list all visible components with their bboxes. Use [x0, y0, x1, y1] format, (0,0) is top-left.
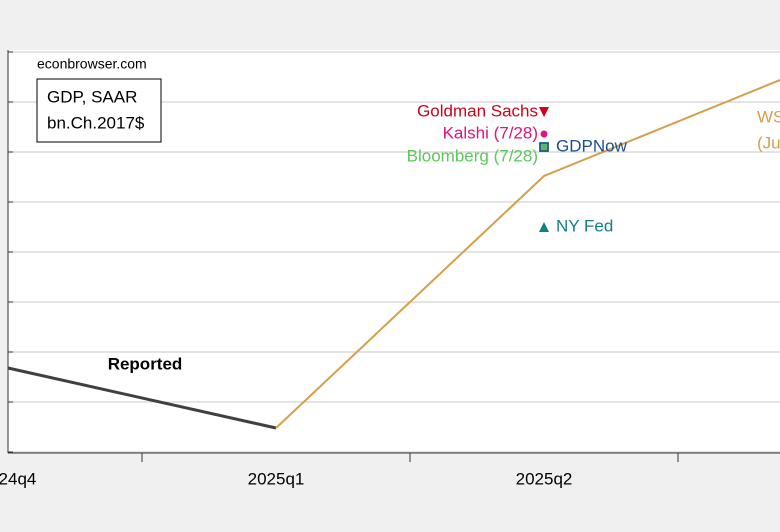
marker: [539, 107, 549, 117]
point-label: GDPNow: [556, 136, 628, 155]
marker: [539, 222, 549, 232]
series-note: (July): [757, 133, 780, 152]
marker: [539, 142, 549, 152]
unit-box: [36, 78, 162, 143]
x-tick-label: 2024q4: [0, 469, 36, 488]
series-line: [275, 78, 780, 429]
series-label: WSJ: [757, 107, 780, 126]
unit-line: GDP, SAAR: [47, 87, 137, 106]
point-label: Goldman Sachs: [417, 101, 538, 120]
series-label: Reported: [108, 354, 183, 373]
marker: [540, 130, 548, 138]
x-tick-label: 2025q1: [248, 469, 305, 488]
unit-line: bn.Ch.2017$: [47, 113, 145, 132]
point-label: NY Fed: [556, 216, 613, 235]
series-line: [7, 366, 277, 430]
x-tick-label: 2025q2: [516, 469, 573, 488]
source: econbrowser.com: [37, 56, 147, 72]
point-label: Kalshi (7/28): [443, 123, 538, 142]
point-label: Bloomberg (7/28): [407, 146, 538, 165]
